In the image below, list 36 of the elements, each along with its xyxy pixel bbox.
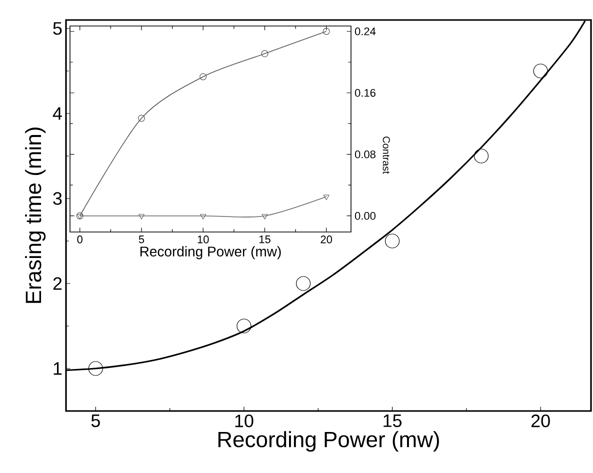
y-axis-title: Erasing time (min) xyxy=(25,128,46,303)
x-tick-label: 0 xyxy=(77,236,82,244)
x-tick-label: 10 xyxy=(198,236,209,244)
x-axis-title: Recording Power (mw) xyxy=(218,431,439,452)
point xyxy=(384,234,400,248)
x-tick-label: 5 xyxy=(138,236,144,244)
y2-tick-label: 0.00 xyxy=(354,212,376,220)
point xyxy=(322,28,330,35)
x-tick-label: 10 xyxy=(235,414,254,428)
y2-tick-label: 0.24 xyxy=(354,27,376,36)
y-tick-label: 2 xyxy=(53,277,62,290)
point xyxy=(296,276,311,291)
y2-tick-label: 0.16 xyxy=(354,88,376,97)
y-tick-label: 3 xyxy=(53,192,62,205)
point xyxy=(323,194,330,200)
point xyxy=(262,214,268,220)
point xyxy=(88,361,103,376)
x-tick-label: 20 xyxy=(531,414,550,428)
y2-axis-title: Contrast xyxy=(382,136,390,174)
point xyxy=(474,148,489,164)
x-tick-label: 15 xyxy=(384,414,402,428)
point xyxy=(138,214,145,220)
point xyxy=(200,214,206,220)
point xyxy=(138,114,145,122)
point xyxy=(236,318,252,334)
x-tick-label: 15 xyxy=(259,236,270,244)
point xyxy=(261,50,268,58)
point xyxy=(533,64,548,78)
x-tick-label: 20 xyxy=(320,236,332,244)
point xyxy=(200,73,207,80)
x-tick-label: 5 xyxy=(91,414,100,428)
y-tick-label: 1 xyxy=(54,362,62,375)
y-tick-label: 5 xyxy=(53,22,62,35)
y-tick-label: 4 xyxy=(52,107,62,120)
y2-tick-label: 0.08 xyxy=(354,150,376,158)
x-axis-title: Recording Power (mw) xyxy=(140,246,281,260)
